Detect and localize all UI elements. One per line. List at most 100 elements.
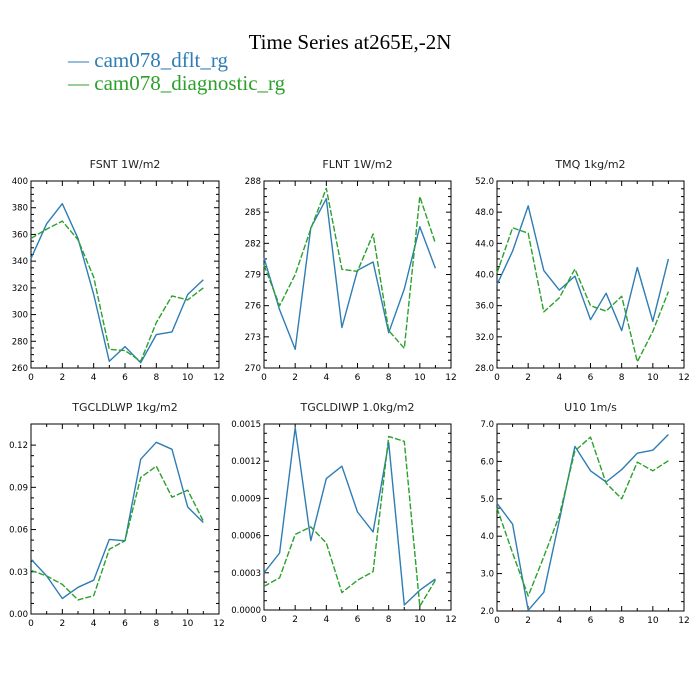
x-tick-label: 10 xyxy=(182,619,194,629)
legend-line-dflt: — xyxy=(68,48,89,72)
x-tick-label: 12 xyxy=(678,373,689,383)
panel-0: FSNT 1W/m2 0 2 4 6 8 10 12 260 280 300 320 340 360 380… xyxy=(12,158,225,383)
x-tick-label: 2 xyxy=(525,616,531,626)
legend-item-diagnostic: — cam078_diagnostic_rg xyxy=(68,71,285,96)
x-tick-label: 12 xyxy=(213,373,224,383)
series-line-diagnostic xyxy=(30,220,204,362)
y-tick-label: 279 xyxy=(245,271,261,281)
legend-line-diagnostic: — xyxy=(68,71,89,95)
series-line-diagnostic xyxy=(496,436,669,597)
y-tick-label: 280 xyxy=(12,337,28,347)
y-tick-label: 0.0003 xyxy=(231,569,261,579)
x-tick-label: 10 xyxy=(414,373,426,383)
plot-frame xyxy=(496,423,685,612)
x-tick-label: 10 xyxy=(647,373,659,383)
y-tick-label: 52.0 xyxy=(475,177,494,187)
y-tick-label: 288 xyxy=(245,177,261,187)
x-tick-label: 12 xyxy=(445,373,456,383)
series-line-dflt xyxy=(30,202,204,364)
y-tick-label: 0.0006 xyxy=(231,532,261,542)
panel-title: TMQ 1kg/m2 xyxy=(554,158,625,171)
y-tick-label: 32.0 xyxy=(475,333,494,343)
y-tick-label: 285 xyxy=(245,208,261,218)
y-tick-label: 28.0 xyxy=(475,364,494,374)
y-tick-label: 400 xyxy=(12,177,28,187)
legend-label-diagnostic: cam078_diagnostic_rg xyxy=(94,71,286,95)
chart-title: Time Series at265E,-2N xyxy=(248,30,452,54)
x-tick-label: 0 xyxy=(261,373,267,383)
x-tick-label: 6 xyxy=(122,373,128,383)
y-tick-label: 36.0 xyxy=(475,302,494,312)
x-tick-label: 0 xyxy=(28,619,34,629)
y-tick-label: 5.0 xyxy=(480,495,494,505)
x-tick-label: 6 xyxy=(122,619,128,629)
series-line-dflt xyxy=(496,205,670,332)
x-tick-label: 12 xyxy=(445,615,456,625)
x-tick-label: 4 xyxy=(556,616,562,626)
x-tick-label: 2 xyxy=(292,615,298,625)
series-line-diagnostic xyxy=(263,187,437,349)
y-tick-label: 276 xyxy=(245,302,261,312)
x-tick-label: 8 xyxy=(619,616,625,626)
x-tick-label: 0 xyxy=(494,616,500,626)
series-line-dflt xyxy=(263,427,436,606)
x-tick-label: 4 xyxy=(556,373,562,383)
x-tick-label: 0 xyxy=(28,373,34,383)
series-line-diagnostic xyxy=(263,435,437,607)
y-tick-label: 3.0 xyxy=(480,570,494,580)
plot-frame xyxy=(496,180,685,369)
y-tick-label: 282 xyxy=(245,239,261,249)
plot-frame xyxy=(30,180,220,369)
x-tick-label: 4 xyxy=(323,373,329,383)
y-tick-label: 300 xyxy=(12,311,28,321)
panel-title: TGCLDIWP 1.0kg/m2 xyxy=(299,401,414,414)
y-tick-label: 40.0 xyxy=(475,271,494,281)
panel-3: TGCLDLWP 1kg/m2 0 2 4 6 8 10 12 0.00 0.03 0.06 0.09… xyxy=(9,401,225,629)
panel-title: U10 1m/s xyxy=(564,401,617,414)
y-tick-label: 0.03 xyxy=(9,568,28,578)
y-tick-label: 380 xyxy=(12,204,28,214)
y-tick-label: 2.0 xyxy=(480,607,494,617)
x-tick-label: 10 xyxy=(647,616,659,626)
x-tick-label: 0 xyxy=(494,373,500,383)
legend-item-dflt: — cam078_dflt_rg xyxy=(68,48,228,73)
y-tick-label: 6.0 xyxy=(480,457,494,467)
y-tick-label: 48.0 xyxy=(475,208,494,218)
y-tick-label: 0.0000 xyxy=(231,606,261,616)
legend-label-dflt: cam078_dflt_rg xyxy=(94,48,229,72)
x-tick-label: 8 xyxy=(619,373,625,383)
y-tick-label: 4.0 xyxy=(480,532,494,542)
x-tick-label: 12 xyxy=(213,619,224,629)
x-tick-label: 4 xyxy=(91,373,97,383)
x-tick-label: 4 xyxy=(323,615,329,625)
x-tick-label: 8 xyxy=(386,615,392,625)
x-tick-label: 6 xyxy=(588,616,594,626)
panel-title: FLNT 1W/m2 xyxy=(322,158,392,171)
x-tick-label: 12 xyxy=(678,616,689,626)
x-tick-label: 10 xyxy=(414,615,426,625)
plot-frame xyxy=(30,423,220,615)
y-tick-label: 7.0 xyxy=(480,420,494,430)
x-tick-label: 6 xyxy=(588,373,594,383)
x-tick-label: 8 xyxy=(153,619,159,629)
y-tick-label: 360 xyxy=(12,230,28,240)
y-tick-label: 0.09 xyxy=(9,483,28,493)
x-tick-label: 6 xyxy=(355,615,361,625)
y-tick-label: 340 xyxy=(12,257,28,267)
panel-1: FLNT 1W/m2 0 2 4 6 8 10 12 270 273 276 279 282 285 288 xyxy=(245,158,457,383)
y-tick-label: 0.00 xyxy=(9,610,28,620)
y-tick-label: 0.12 xyxy=(9,441,28,451)
x-tick-label: 10 xyxy=(182,373,194,383)
x-tick-label: 2 xyxy=(525,373,531,383)
x-tick-label: 2 xyxy=(59,373,65,383)
y-tick-label: 0.0012 xyxy=(231,457,261,467)
y-tick-label: 0.0009 xyxy=(231,494,261,504)
y-tick-label: 0.0015 xyxy=(231,420,261,430)
y-tick-label: 270 xyxy=(245,364,261,374)
panel-title: TGCLDLWP 1kg/m2 xyxy=(71,401,177,414)
series-line-diagnostic xyxy=(496,227,670,363)
x-tick-label: 6 xyxy=(355,373,361,383)
panel-title: FSNT 1W/m2 xyxy=(90,158,161,171)
y-tick-label: 273 xyxy=(245,333,261,343)
